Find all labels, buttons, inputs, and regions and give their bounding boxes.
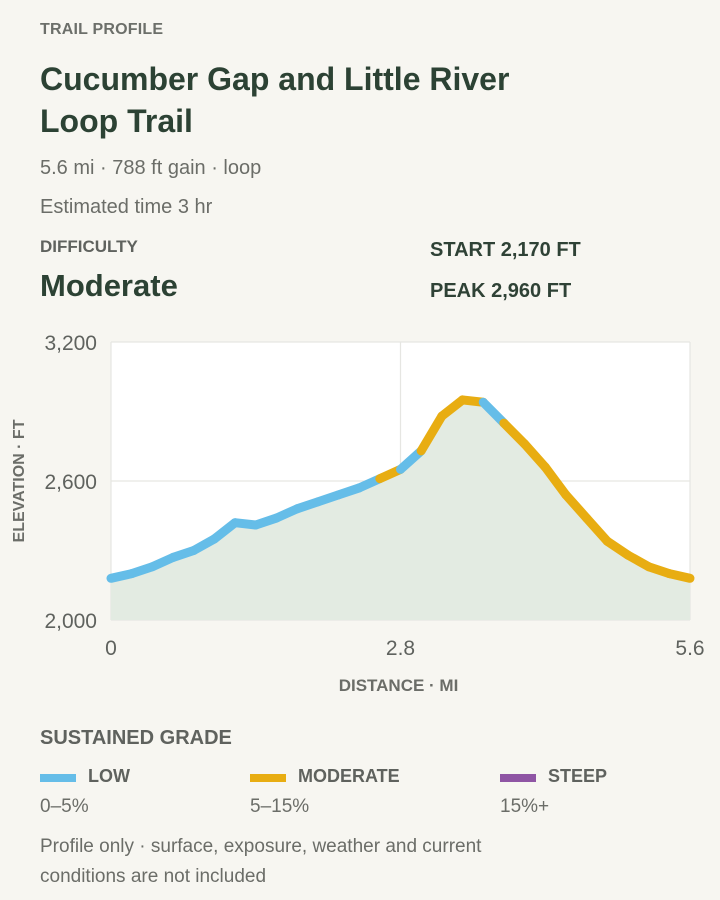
- legend-name-steep: STEEP: [548, 766, 608, 786]
- profile-line: [106, 395, 695, 583]
- eyebrow-label: TRAIL PROFILE: [40, 21, 164, 38]
- y-tick-label: 2,600: [44, 471, 97, 494]
- y-tick-label: 2,000: [44, 610, 97, 633]
- legend-name-moderate: MODERATE: [298, 766, 400, 786]
- difficulty-label: DIFFICULTY: [40, 237, 138, 256]
- profile-segment-moderate: [664, 569, 695, 583]
- legend-swatch-low: [40, 774, 76, 782]
- profile-segment-low: [478, 397, 509, 428]
- profile-segment-moderate: [582, 513, 612, 546]
- x-tick-label: 2.8: [386, 637, 415, 660]
- axis-ticks: 2,000 2,600 3,200 0 2.8 5.6: [44, 332, 704, 660]
- elevation-chart: 2,000 2,600 3,200 0 2.8 5.6 ELEVATION · FT DI…: [11, 332, 705, 695]
- legend-name-low: LOW: [88, 766, 130, 786]
- disclaimer-note: Profile only · surface, exposure, weathe…: [40, 836, 482, 887]
- estimated-time: Estimated time 3 hr: [40, 196, 213, 218]
- y-tick-label: 3,200: [44, 332, 97, 355]
- legend-range-low: 0–5%: [40, 796, 89, 817]
- profile-segment-low: [396, 446, 426, 474]
- legend-range-steep: 15%+: [500, 796, 550, 817]
- legend-swatch-steep: [500, 774, 536, 782]
- legend-swatch-moderate: [250, 774, 286, 782]
- peak-elevation: PEAK 2,960 FT: [430, 280, 572, 302]
- x-tick-label: 5.6: [675, 637, 704, 660]
- profile-segment-moderate: [561, 490, 592, 523]
- y-axis-label: ELEVATION · FT: [11, 419, 28, 542]
- profile-segment-moderate: [540, 462, 571, 500]
- difficulty-value: Moderate: [40, 268, 178, 303]
- trail-summary: 5.6 mi · 788 ft gain · loop: [40, 157, 262, 179]
- profile-segment-moderate: [416, 411, 447, 456]
- x-axis-label: DISTANCE · MI: [339, 676, 459, 695]
- start-elevation: START 2,170 FT: [430, 239, 581, 261]
- legend-title: SUSTAINED GRADE: [40, 727, 232, 749]
- trail-title: Cucumber Gap and Little River Loop Trail: [40, 61, 510, 139]
- legend-range-moderate: 5–15%: [250, 796, 310, 817]
- elevation-area: [111, 399, 690, 620]
- profile-segment-moderate: [499, 418, 530, 449]
- profile-segment-moderate: [520, 439, 550, 472]
- x-tick-label: 0: [105, 637, 117, 660]
